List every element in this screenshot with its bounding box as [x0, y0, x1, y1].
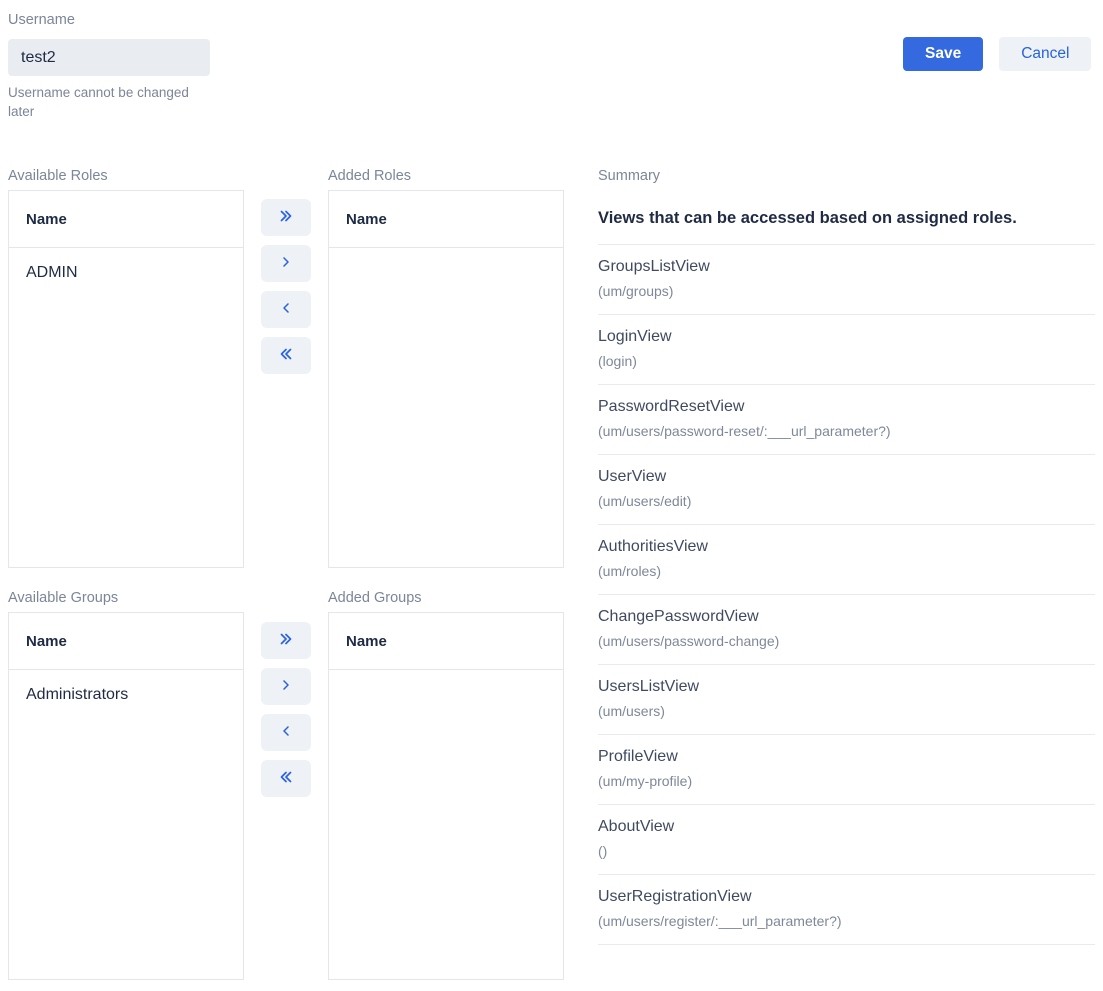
view-name: UsersListView [598, 678, 700, 695]
summary-view-item: AboutView () [598, 805, 1095, 875]
added-groups-grid: Name [328, 612, 564, 980]
view-path: (um/users/password-change) [598, 633, 780, 649]
username-input[interactable]: test2 [8, 39, 210, 76]
summary-view-item: GroupsListView (um/groups) [598, 245, 1095, 315]
view-path: (um/roles) [598, 563, 662, 579]
username-helper-text: Username cannot be changed later [8, 85, 189, 119]
summary-view-item: UsersListView (um/users) [598, 665, 1095, 735]
chevron-right-icon [278, 677, 294, 696]
groups-move-all-left-button[interactable] [261, 760, 311, 797]
groups-move-selected-right-button[interactable] [261, 668, 311, 705]
summary-view-item: PasswordResetView (um/users/password-res… [598, 385, 1095, 455]
form-actions: Save Cancel [903, 37, 1092, 71]
available-roles-label: Available Roles [8, 168, 108, 184]
view-path: (um/groups) [598, 283, 674, 299]
cancel-button[interactable]: Cancel [999, 37, 1092, 71]
view-path: (login) [598, 353, 637, 369]
summary-heading: Views that can be accessed based on assi… [598, 209, 1095, 245]
double-chevron-left-icon [277, 345, 295, 366]
summary-view-item: ProfileView (um/my-profile) [598, 735, 1095, 805]
groups-transfer-buttons [261, 622, 311, 797]
double-chevron-right-icon [277, 630, 295, 651]
double-chevron-left-icon [277, 768, 295, 789]
double-chevron-right-icon [277, 207, 295, 228]
added-groups-label: Added Groups [328, 590, 422, 606]
roles-move-selected-left-button[interactable] [261, 291, 311, 328]
grid-column-header: Name [9, 191, 243, 248]
view-name: ChangePasswordView [598, 608, 759, 625]
view-name: UserRegistrationView [598, 888, 752, 905]
table-row-administrators[interactable]: Administrators [26, 686, 129, 703]
roles-move-selected-right-button[interactable] [261, 245, 311, 282]
username-label: Username [8, 12, 75, 28]
view-name: PasswordResetView [598, 398, 745, 415]
summary-panel: Summary Views that can be accessed based… [598, 168, 1095, 945]
view-name: AboutView [598, 818, 675, 835]
summary-view-item: AuthoritiesView (um/roles) [598, 525, 1095, 595]
summary-view-item: UserView (um/users/edit) [598, 455, 1095, 525]
view-name: ProfileView [598, 748, 678, 765]
view-path: (um/my-profile) [598, 773, 693, 789]
available-roles-grid: Name ADMIN [8, 190, 244, 568]
summary-view-item: ChangePasswordView (um/users/password-ch… [598, 595, 1095, 665]
view-path: (um/users) [598, 703, 665, 719]
username-field-group: Username test2 Username cannot be change… [8, 12, 218, 122]
grid-column-header: Name [329, 191, 563, 248]
summary-view-item: LoginView (login) [598, 315, 1095, 385]
available-groups-label: Available Groups [8, 590, 119, 606]
view-name: LoginView [598, 328, 672, 345]
grid-column-header: Name [329, 613, 563, 670]
roles-transfer-buttons [261, 199, 311, 374]
view-path: (um/users/edit) [598, 493, 692, 509]
added-roles-label: Added Roles [328, 168, 412, 184]
view-path: () [598, 843, 608, 859]
grid-column-header: Name [9, 613, 243, 670]
save-button[interactable]: Save [903, 37, 984, 71]
groups-move-selected-left-button[interactable] [261, 714, 311, 751]
roles-move-all-left-button[interactable] [261, 337, 311, 374]
view-name: UserView [598, 468, 667, 485]
available-groups-grid: Name Administrators [8, 612, 244, 980]
view-path: (um/users/register/:___url_parameter?) [598, 913, 842, 929]
summary-view-item: UserRegistrationView (um/users/register/… [598, 875, 1095, 945]
table-row-admin[interactable]: ADMIN [26, 264, 78, 281]
chevron-left-icon [278, 723, 294, 742]
roles-move-all-right-button[interactable] [261, 199, 311, 236]
chevron-right-icon [278, 254, 294, 273]
view-path: (um/users/password-reset/:___url_paramet… [598, 423, 891, 439]
view-name: AuthoritiesView [598, 538, 708, 555]
summary-label: Summary [598, 168, 661, 184]
added-roles-grid: Name [328, 190, 564, 568]
groups-move-all-right-button[interactable] [261, 622, 311, 659]
chevron-left-icon [278, 300, 294, 319]
view-name: GroupsListView [598, 258, 710, 275]
